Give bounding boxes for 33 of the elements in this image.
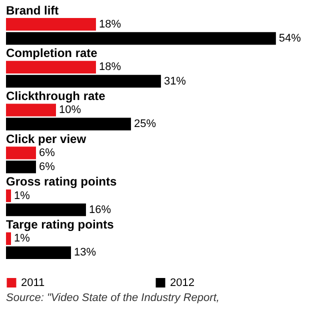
bar xyxy=(6,246,71,259)
bar xyxy=(6,104,56,116)
data-label: 6% xyxy=(38,160,56,173)
bar xyxy=(6,204,86,216)
data-label: 25% xyxy=(134,118,156,130)
data-label: 54% xyxy=(278,32,302,44)
y-tick-label: Click per view xyxy=(6,132,87,146)
data-label: 16% xyxy=(88,204,112,216)
legend-label: 2012 xyxy=(170,276,194,289)
data-label: 13% xyxy=(74,246,96,259)
data-label: 1% xyxy=(14,232,30,245)
source-note: Source: "Video State of the Industry Report, xyxy=(6,292,220,304)
data-label: 18% xyxy=(98,61,122,74)
y-tick-label: Brand lift xyxy=(6,3,59,18)
legend-label: 2011 xyxy=(21,276,45,289)
y-tick-label: Completion rate xyxy=(6,46,98,60)
bar xyxy=(6,232,11,245)
bar xyxy=(6,18,96,31)
bar xyxy=(6,74,161,88)
y-tick-label: Gross rating points xyxy=(6,174,118,189)
bar xyxy=(6,160,36,174)
data-label: 31% xyxy=(164,75,186,88)
y-tick-label: Clickthrough rate xyxy=(6,89,106,104)
data-label: 1% xyxy=(14,190,30,202)
data-label: 10% xyxy=(58,104,82,116)
bar xyxy=(6,60,96,74)
y-tick-label: Targe rating points xyxy=(6,218,114,232)
bar xyxy=(6,146,36,160)
data-label: 6% xyxy=(38,146,56,159)
bar xyxy=(6,118,131,130)
data-label: 18% xyxy=(98,18,122,30)
bar xyxy=(6,32,276,45)
bar xyxy=(6,189,11,202)
